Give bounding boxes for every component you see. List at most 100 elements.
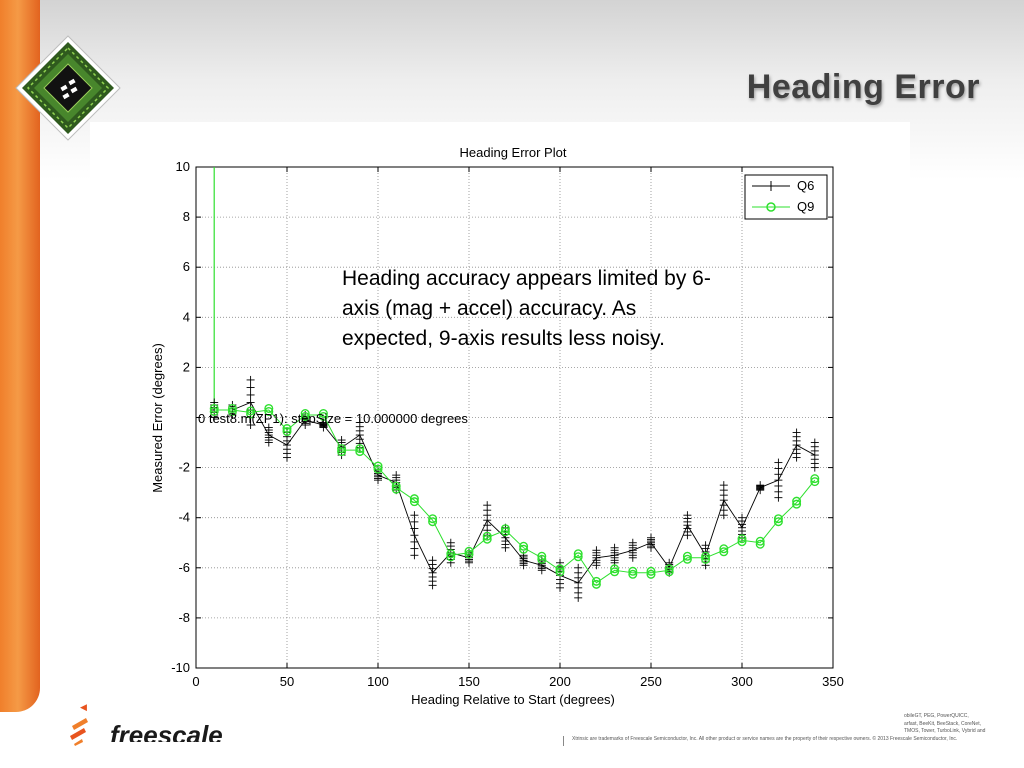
q9-point-marker (227, 406, 237, 416)
x-tick-label: 150 (458, 674, 480, 689)
note-annotation-line: Heading accuracy appears limited by 6- (342, 267, 711, 290)
q9-point-marker (719, 544, 729, 554)
q9-point-marker (664, 564, 674, 574)
y-tick-label: -4 (178, 510, 190, 525)
y-tick-label: 8 (183, 209, 190, 224)
q9-point-marker (482, 534, 492, 544)
trademark-line: obileGT, PEG, PowerQUICC, (904, 713, 969, 719)
brand-wordmark: freescale (110, 720, 223, 742)
q9-point-marker (755, 539, 765, 549)
q9-point-marker (318, 411, 328, 421)
q9-point-marker (701, 551, 711, 561)
note-annotation-line: axis (mag + accel) accuracy. As (342, 297, 636, 320)
q9-point-marker (246, 406, 256, 416)
q9-point-marker (391, 481, 401, 491)
q9-point-marker (282, 424, 292, 434)
y-tick-label: -2 (178, 460, 190, 475)
q9-point-marker (682, 551, 692, 561)
q9-point-marker (610, 564, 620, 574)
q9-point-marker (701, 554, 711, 564)
q9-point-marker (355, 444, 365, 454)
q9-point-marker (246, 409, 256, 419)
small-arrow-icon: ◀ (80, 702, 87, 712)
q9-point-marker (591, 579, 601, 589)
x-tick-label: 0 (192, 674, 199, 689)
freescale-chip-logo (15, 35, 121, 141)
q9-point-marker (264, 403, 274, 413)
q9-point-marker (446, 549, 456, 559)
q9-point-marker (719, 547, 729, 557)
q9-point-marker (500, 524, 510, 534)
q9-point-marker (373, 461, 383, 471)
q9-point-marker (428, 514, 438, 524)
trademark-text: obileGT, PEG, PowerQUICC, arfast, BeeKit,… (904, 713, 985, 736)
q9-point-marker (537, 551, 547, 561)
q9-point-marker (810, 474, 820, 484)
slide-title: Heading Error (746, 68, 980, 106)
q9-point-marker (446, 552, 456, 562)
x-tick-label: 350 (822, 674, 844, 689)
trademark-line: TMOS, Tower, TurboLink, Vybrid and (904, 728, 986, 734)
q9-point-marker (282, 427, 292, 437)
q9-point-marker (318, 408, 328, 418)
q9-point-marker (664, 567, 674, 577)
q9-point-marker (409, 494, 419, 504)
q9-point-marker (628, 566, 638, 576)
q9-point-marker (209, 406, 219, 416)
data-series (209, 167, 820, 602)
y-axis-label: Measured Error (degrees) (150, 343, 165, 493)
trademark-line: arfast, BeeKit, BeeStack, CoreNet, (904, 720, 981, 727)
q9-point-marker (773, 514, 783, 524)
q9-point-marker (482, 531, 492, 541)
footer-divider (563, 736, 564, 746)
heading-error-plot: Heading Error Plot 0 50 100 150 200 250 300 350… (150, 145, 844, 707)
q9-point-marker (792, 499, 802, 509)
y-tick-label: 4 (183, 309, 190, 324)
legend-q9-label: Q9 (797, 199, 814, 214)
x-tick-label: 300 (731, 674, 753, 689)
x-tick-label: 250 (640, 674, 662, 689)
axis-ticks: 0 50 100 150 200 250 300 350 -10 -8 -6 -4 -2 2 4 6 8 10 (171, 159, 844, 689)
q6-series-line (214, 401, 816, 584)
q9-point-marker (337, 444, 347, 454)
q9-point-marker (227, 403, 237, 413)
q9-point-marker (646, 566, 656, 576)
y-tick-label: 10 (176, 159, 190, 174)
q9-point-marker (337, 447, 347, 457)
q9-point-marker (409, 497, 419, 507)
q9-point-marker (810, 477, 820, 487)
legend-q6-label: Q6 (797, 178, 814, 193)
legend: Q6 Q9 (744, 174, 828, 220)
x-tick-label: 200 (549, 674, 571, 689)
q9-point-marker (737, 534, 747, 544)
q9-point-marker (792, 496, 802, 506)
q9-point-marker (755, 536, 765, 546)
q9-point-marker (355, 447, 365, 457)
q9-point-marker (519, 544, 529, 554)
x-tick-label: 100 (367, 674, 389, 689)
y-tick-label: -8 (178, 610, 190, 625)
orange-side-bar (0, 0, 40, 712)
q9-point-marker (537, 554, 547, 564)
y-tick-label: -6 (178, 560, 190, 575)
q9-point-marker (555, 564, 565, 574)
q9-point-marker (646, 569, 656, 579)
q9-point-marker (591, 576, 601, 586)
q9-point-marker (464, 546, 474, 556)
q9-point-marker (773, 517, 783, 527)
legend-box (744, 174, 828, 220)
q9-point-marker (300, 408, 310, 418)
q9-point-marker (464, 549, 474, 559)
q9-point-marker (209, 403, 219, 413)
q9-point-marker (373, 464, 383, 474)
q9-point-marker (428, 517, 438, 527)
freescale-mark-icon (70, 718, 88, 746)
figure-panel: Heading Error Plot 0 50 100 150 200 250 300 350… (90, 122, 910, 714)
q9-point-marker (573, 549, 583, 559)
footer-disclaimer: Xtrinsic are trademarks of Freescale Sem… (572, 736, 958, 742)
note-annotation: Heading accuracy appears limited by 6- ax… (342, 267, 711, 350)
y-tick-label: -10 (171, 660, 190, 675)
legend-q9-marker (766, 202, 776, 212)
q9-point-marker (682, 554, 692, 564)
q9-point-marker (391, 484, 401, 494)
